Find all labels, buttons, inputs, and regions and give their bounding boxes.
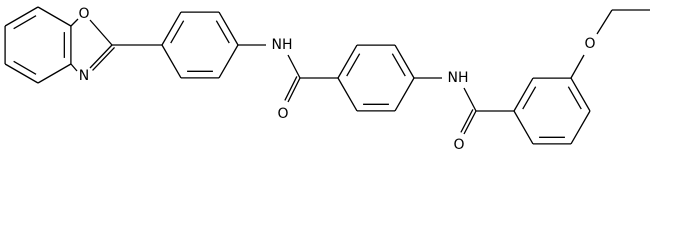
bond: [596, 9, 613, 35]
bond: [287, 54, 301, 79]
bond: [463, 110, 477, 135]
bond: [513, 110, 534, 145]
atom-label: O: [277, 106, 288, 122]
bond: [570, 54, 585, 79]
bond: [92, 46, 115, 71]
bond: [394, 77, 415, 112]
bond: [218, 44, 239, 79]
bond: [161, 11, 182, 46]
structure-diagram: O N NH O NH O O: [4, 6, 650, 153]
bond: [13, 60, 37, 75]
bond: [161, 44, 182, 79]
bond: [337, 77, 358, 112]
bond: [567, 86, 582, 110]
atom-label: O: [584, 36, 595, 52]
atom-label: O: [453, 137, 464, 153]
bond: [70, 18, 79, 27]
bond: [463, 87, 477, 112]
atom-label: O: [78, 6, 89, 22]
page: {"molecule": {"atoms": [ {"label": "O"},…: [4, 6, 650, 153]
bond: [89, 44, 113, 69]
bond: [284, 76, 298, 101]
bond: [394, 44, 415, 79]
bond: [70, 63, 78, 72]
bond: [460, 109, 474, 133]
bond: [391, 53, 406, 77]
bond: [346, 53, 361, 77]
atom-label: NH: [448, 70, 469, 86]
bond: [89, 19, 113, 46]
bond: [570, 77, 591, 112]
bond: [337, 44, 358, 79]
bond: [37, 6, 72, 27]
bond: [218, 11, 239, 46]
bond: [522, 86, 537, 110]
bond: [215, 20, 230, 44]
bond: [287, 77, 301, 103]
bond: [170, 20, 185, 44]
bond: [570, 110, 591, 145]
bond: [4, 63, 39, 84]
bond: [513, 77, 534, 112]
atom-label: NH: [272, 37, 293, 53]
bond: [13, 15, 37, 30]
bond: [4, 6, 39, 27]
atom-label: N: [79, 68, 89, 84]
bond: [37, 63, 72, 84]
